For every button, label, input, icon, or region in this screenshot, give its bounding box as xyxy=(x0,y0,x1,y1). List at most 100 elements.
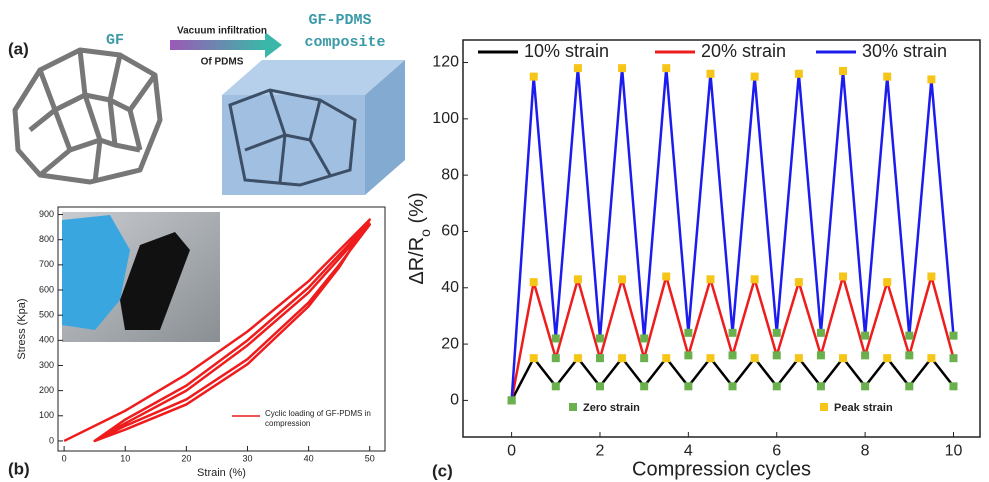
inset-glove xyxy=(62,215,130,330)
point-marker xyxy=(706,275,715,284)
point-marker xyxy=(772,328,781,337)
x-tick-label: 8 xyxy=(861,443,870,460)
point-marker xyxy=(839,272,848,281)
y-tick-label: 900 xyxy=(39,209,54,219)
x-tick-label: 0 xyxy=(507,443,516,460)
point-marker xyxy=(595,334,604,343)
point-marker xyxy=(794,69,803,78)
legend-marker xyxy=(569,403,577,411)
point-marker xyxy=(861,331,870,340)
point-marker xyxy=(905,331,914,340)
series-line xyxy=(510,275,955,401)
point-marker xyxy=(861,351,870,360)
point-marker xyxy=(883,278,892,287)
point-marker xyxy=(662,272,671,281)
point-marker xyxy=(662,354,671,363)
point-marker xyxy=(551,334,560,343)
y-tick-label: 400 xyxy=(39,335,54,345)
point-marker xyxy=(728,382,737,391)
x-tick-label: 30 xyxy=(242,453,252,463)
y-axis-label: Stress (Kpa) xyxy=(16,298,28,359)
point-marker xyxy=(905,351,914,360)
panel-label: (a) xyxy=(8,39,29,58)
point-marker xyxy=(905,382,914,391)
point-marker xyxy=(706,69,715,78)
x-tick-label: 20 xyxy=(181,453,191,463)
point-marker xyxy=(662,64,671,73)
x-tick-label: 6 xyxy=(772,443,781,460)
point-marker xyxy=(794,354,803,363)
point-marker xyxy=(883,72,892,81)
arrow-head xyxy=(265,32,282,58)
series-line xyxy=(510,356,955,401)
point-marker xyxy=(927,75,936,84)
y-tick-label: 700 xyxy=(39,259,54,269)
point-marker xyxy=(684,351,693,360)
gf-foam xyxy=(12,47,163,185)
point-marker xyxy=(706,354,715,363)
composite-label: composite xyxy=(304,34,385,51)
point-marker xyxy=(551,382,560,391)
panel-label: (c) xyxy=(432,461,453,480)
y-tick-label: 200 xyxy=(39,385,54,395)
x-tick-label: 40 xyxy=(304,453,314,463)
y-tick-label: 60 xyxy=(441,223,459,240)
y-axis-label-part: (%) xyxy=(406,192,428,229)
arrow-label: Vacuum infiltration xyxy=(177,26,267,37)
y-tick-label: 0 xyxy=(450,392,459,409)
y-tick-label: 100 xyxy=(39,410,54,420)
point-marker xyxy=(816,382,825,391)
point-marker xyxy=(640,354,649,363)
composite-block xyxy=(222,60,405,195)
point-marker xyxy=(684,328,693,337)
diagram: (a) GF Vacuum infiltration Of PDMS GF-PD… xyxy=(8,12,405,195)
legend-label: Peak strain xyxy=(834,402,893,414)
point-marker xyxy=(573,64,582,73)
plot-frame xyxy=(462,39,981,438)
point-marker xyxy=(861,382,870,391)
point-marker xyxy=(573,275,582,284)
point-marker xyxy=(640,382,649,391)
point-marker xyxy=(750,275,759,284)
y-tick-label: 800 xyxy=(39,234,54,244)
point-marker xyxy=(728,351,737,360)
point-marker xyxy=(927,272,936,281)
point-marker xyxy=(618,64,627,73)
point-marker xyxy=(772,351,781,360)
point-marker xyxy=(816,328,825,337)
y-tick-label: 80 xyxy=(441,166,459,183)
point-marker xyxy=(529,278,538,287)
y-axis-label: ΔR/Ro (%) xyxy=(406,192,432,284)
point-marker xyxy=(728,328,737,337)
point-marker xyxy=(839,354,848,363)
point-marker xyxy=(883,354,892,363)
point-marker xyxy=(529,72,538,81)
y-axis-label-part: ΔR/R xyxy=(406,237,428,285)
point-marker xyxy=(507,396,516,405)
point-marker xyxy=(949,382,958,391)
point-marker xyxy=(640,334,649,343)
point-marker xyxy=(949,354,958,363)
x-tick-label: 2 xyxy=(596,443,605,460)
point-marker xyxy=(618,275,627,284)
point-marker xyxy=(750,72,759,81)
point-marker xyxy=(573,354,582,363)
legend-label: Zero strain xyxy=(583,402,640,414)
gf-label: GF xyxy=(106,32,124,49)
point-marker xyxy=(750,354,759,363)
point-marker xyxy=(839,66,848,75)
legend-marker xyxy=(820,403,828,411)
x-tick-label: 4 xyxy=(684,443,693,460)
point-marker xyxy=(595,382,604,391)
y-tick-label: 20 xyxy=(441,335,459,352)
point-marker xyxy=(816,351,825,360)
plot-frame xyxy=(57,206,386,452)
x-tick-label: 10 xyxy=(120,453,130,463)
point-marker xyxy=(794,278,803,287)
legend-label: Cyclic loading of GF-PDMS in compression xyxy=(265,409,371,428)
legend-label: 10% strain xyxy=(524,41,609,61)
arrow xyxy=(170,40,265,50)
panel-label: (b) xyxy=(8,459,30,478)
point-marker xyxy=(595,354,604,363)
